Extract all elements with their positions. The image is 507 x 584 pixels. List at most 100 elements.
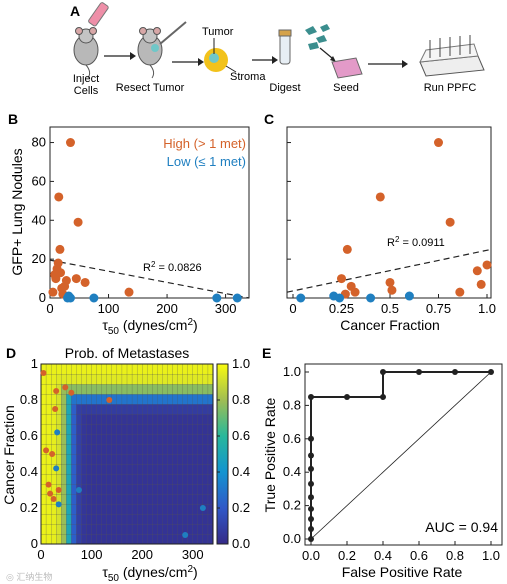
- heatmap-cell: [126, 403, 133, 415]
- heatmap-cell: [50, 513, 57, 525]
- heatmap-cell: [106, 523, 113, 535]
- heatmap-cell: [61, 423, 67, 435]
- heatmap-cell: [111, 483, 118, 495]
- heatmap-cell: [126, 423, 133, 435]
- heatmap-cell: [96, 473, 103, 485]
- heatmap-cell: [147, 403, 153, 415]
- high-point: [40, 370, 47, 376]
- heatmap-cell: [167, 443, 174, 455]
- heatmap-cell: [197, 483, 204, 495]
- heatmap-cell: [116, 513, 123, 525]
- heatmap-cell: [76, 503, 82, 515]
- heatmap-cell: [91, 383, 98, 395]
- heatmap-cell: [172, 523, 179, 535]
- y-tick-label: 0: [39, 290, 46, 305]
- heatmap-cell: [101, 523, 108, 535]
- heatmap-cell: [202, 383, 209, 395]
- roc-point: [308, 505, 314, 512]
- heatmap-cell: [45, 523, 52, 535]
- heatmap-cell: [131, 513, 138, 525]
- r-squared-annotation: R2 = 0.0911: [387, 235, 445, 249]
- heatmap-cell: [152, 483, 158, 495]
- heatmap-cell: [167, 423, 174, 435]
- heatmap-cell: [142, 423, 148, 435]
- heatmap-cell: [136, 453, 143, 465]
- heatmap-cell: [126, 453, 133, 465]
- heatmap-cell: [182, 383, 189, 395]
- x-tick-label: 0.0: [302, 548, 320, 563]
- heatmap-cell: [172, 483, 179, 495]
- heatmap-cell: [197, 373, 204, 385]
- heatmap-cell: [111, 523, 118, 535]
- heatmap-cell: [71, 493, 77, 505]
- heatmap-cell: [106, 423, 113, 435]
- heatmap-cell: [147, 463, 153, 475]
- heatmap-cell: [45, 433, 52, 445]
- heatmap-cell: [61, 503, 67, 515]
- heatmap-cell: [136, 493, 143, 505]
- heatmap-cell: [76, 453, 82, 465]
- heatmap-cell: [71, 513, 77, 525]
- heatmap-cell: [86, 473, 93, 485]
- panel-a-label: A: [70, 3, 80, 19]
- heatmap-cell: [96, 413, 103, 425]
- heatmap-cell: [202, 463, 209, 475]
- heatmap-cell: [40, 473, 47, 485]
- heatmap-cell: [101, 413, 108, 425]
- heatmap-cell: [86, 453, 93, 465]
- x-tick-label: 100: [81, 547, 103, 562]
- heatmap-cell: [192, 363, 199, 375]
- y-tick-label: 0.2: [283, 498, 301, 513]
- heatmap-cell: [121, 363, 128, 375]
- heatmap-cell: [86, 433, 93, 445]
- high-point: [50, 496, 57, 502]
- heatmap-cell: [61, 373, 67, 385]
- y-tick-label: 0.4: [283, 464, 301, 479]
- heatmap-cell: [202, 433, 209, 445]
- heatmap-cell: [177, 513, 184, 525]
- heatmap-cell: [81, 433, 88, 445]
- heatmap-cell: [96, 403, 103, 415]
- tumor-label: Tumor: [202, 26, 234, 38]
- heatmap-cell: [152, 363, 158, 375]
- heatmap-cell: [157, 523, 163, 535]
- heatmap-cell: [177, 443, 184, 455]
- x-tick-label: 0: [289, 301, 296, 316]
- heatmap-cell: [157, 503, 163, 515]
- low-point: [75, 487, 82, 493]
- heatmap-cell: [91, 463, 98, 475]
- heatmap-cell: [86, 413, 93, 425]
- heatmap-cell: [116, 423, 123, 435]
- heatmap-cell: [40, 463, 47, 475]
- heatmap-cell: [91, 433, 98, 445]
- high-point: [68, 389, 75, 396]
- heatmap-cell: [131, 453, 138, 465]
- heatmap-cell: [167, 403, 174, 415]
- heatmap-cell: [116, 473, 123, 485]
- roc-point: [452, 369, 458, 375]
- heatmap-cell: [50, 393, 57, 405]
- heatmap-cell: [202, 513, 209, 525]
- heatmap-cell: [116, 413, 123, 425]
- heatmap-cell: [187, 503, 194, 515]
- heatmap-cell: [86, 403, 93, 415]
- low-point: [232, 293, 242, 303]
- heatmap-cell: [76, 383, 82, 395]
- heatmap-cell: [197, 413, 204, 425]
- heatmap-cell: [162, 413, 168, 425]
- low-point: [296, 293, 306, 303]
- heatmap-cell: [136, 423, 143, 435]
- roc-point: [488, 369, 494, 375]
- heatmap-cell: [126, 373, 133, 385]
- heatmap-cell: [202, 483, 209, 495]
- roc-point: [380, 394, 386, 401]
- heatmap-cell: [202, 423, 209, 435]
- heatmap-cell: [66, 413, 72, 425]
- heatmap-cell: [121, 473, 128, 485]
- heatmap-cell: [131, 523, 138, 535]
- heatmap-cell: [121, 433, 128, 445]
- heatmap-cell: [157, 513, 163, 525]
- heatmap-cell: [202, 493, 209, 505]
- heatmap-cell: [121, 373, 128, 385]
